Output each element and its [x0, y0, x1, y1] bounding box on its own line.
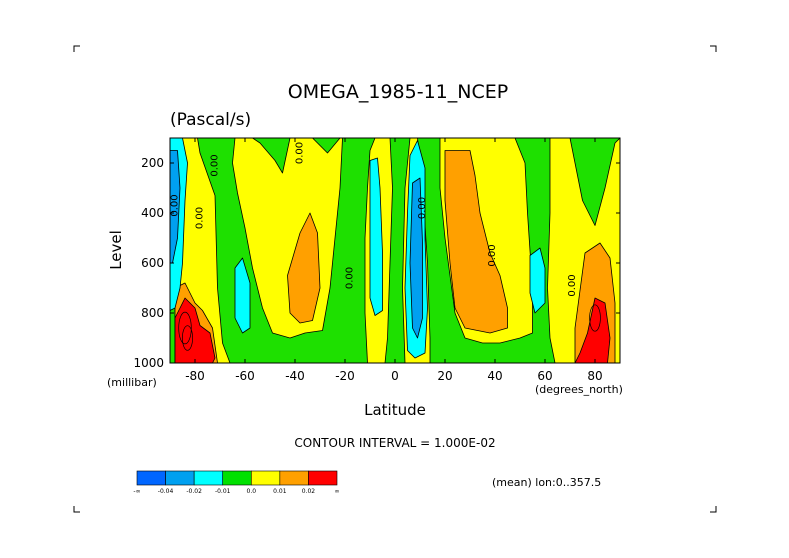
- chart-title: OMEGA_1985-11_NCEP: [288, 81, 508, 103]
- colorbar-label: ∞: [335, 488, 340, 495]
- colorbar-swatch: [279, 470, 309, 486]
- x-axis-units: (degrees_north): [535, 383, 623, 396]
- contour-label: 0.00: [170, 194, 181, 216]
- colorbar-label: -0.02: [186, 488, 202, 495]
- x-tick-label: 60: [537, 369, 552, 383]
- field-cyan-south-60: [234, 257, 251, 334]
- red-core-contour: [182, 325, 193, 351]
- contour-label: 0.00: [195, 207, 206, 229]
- field-red-northpolar: [574, 297, 611, 363]
- contour-label: 0.00: [417, 197, 428, 219]
- contour-label: 0.00: [210, 154, 221, 176]
- y-axis-label: Level: [107, 230, 125, 270]
- x-tick-label: -60: [235, 369, 255, 383]
- field-orange-north: [444, 150, 508, 334]
- x-axis-label: Latitude: [364, 401, 426, 419]
- colorbar-swatch: [136, 470, 166, 486]
- colorbar-label: 0.0: [247, 488, 257, 495]
- y-tick-label: 1000: [133, 356, 164, 370]
- y-axis-units: (millibar): [107, 376, 157, 389]
- plot-area: [170, 138, 620, 363]
- contour-label: 0.00: [295, 142, 306, 164]
- colorbar-swatch: [165, 470, 195, 486]
- y-tick-label: 800: [141, 306, 164, 320]
- x-tick-label: 40: [487, 369, 502, 383]
- y-axis: 200 400 600 800 1000: [133, 156, 620, 370]
- contour-label: 0.00: [487, 244, 498, 266]
- x-tick-label: 20: [437, 369, 452, 383]
- corner-marks: [73, 45, 717, 513]
- field-cyan-north-50: [529, 247, 546, 314]
- contour-labels: 0.00 0.00 0.00 0.00 0.00 0.00 0.00 0.00: [170, 142, 579, 297]
- colorbar-swatch: [308, 470, 338, 486]
- colorbar-label: -0.04: [158, 488, 174, 495]
- x-tick-label: 0: [391, 369, 399, 383]
- colorbar-label: -∞: [133, 488, 140, 495]
- field-blue-equator: [409, 177, 423, 339]
- field-orange-south-midlat: [287, 212, 321, 324]
- contour-label: 0.00: [345, 267, 356, 289]
- colorbar-swatch: [250, 470, 281, 486]
- chart-subtitle: (Pascal/s): [170, 110, 251, 130]
- red-core-contour: [589, 304, 601, 332]
- contour-interval-text: CONTOUR INTERVAL = 1.000E-02: [294, 436, 495, 450]
- y-tick-label: 400: [141, 206, 164, 220]
- field-cyan-tropics: [369, 157, 383, 316]
- colorbar: -∞ -0.04 -0.02 -0.01 0.0 0.01 0.02 ∞: [133, 470, 340, 495]
- x-tick-label: -40: [285, 369, 305, 383]
- colorbar-label: -0.01: [215, 488, 231, 495]
- mean-longitude-text: (mean) lon:0..357.5: [492, 476, 601, 489]
- contour-label: 0.00: [567, 274, 578, 296]
- colorbar-swatch: [222, 470, 252, 486]
- red-core-contour: [178, 311, 192, 345]
- x-tick-label: -80: [185, 369, 205, 383]
- x-tick-label: 80: [587, 369, 602, 383]
- colorbar-label: 0.02: [302, 488, 316, 495]
- colorbar-swatch: [193, 470, 224, 486]
- x-tick-label: -20: [335, 369, 355, 383]
- x-axis: -80 -60 -40 -20 0 20 40 60 80: [185, 138, 603, 383]
- y-tick-label: 600: [141, 256, 164, 270]
- colorbar-label: 0.01: [273, 488, 287, 495]
- field-blue-southpolar: [170, 150, 181, 264]
- y-tick-label: 200: [141, 156, 164, 170]
- field-red-southpolar: [174, 297, 216, 363]
